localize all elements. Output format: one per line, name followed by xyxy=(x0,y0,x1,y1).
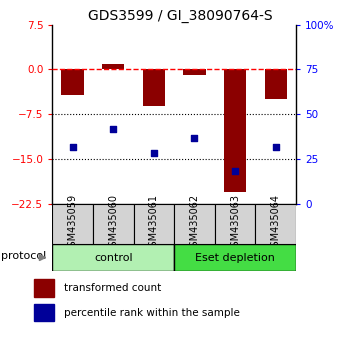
Bar xyxy=(215,204,256,244)
Point xyxy=(151,150,157,156)
Bar xyxy=(183,69,206,75)
Point xyxy=(70,144,75,150)
Text: GSM435063: GSM435063 xyxy=(230,194,240,253)
Point xyxy=(273,144,279,150)
Text: GSM435061: GSM435061 xyxy=(149,194,159,253)
Bar xyxy=(134,204,174,244)
Text: GSM435062: GSM435062 xyxy=(190,194,200,253)
Bar xyxy=(224,69,246,192)
Text: GSM435059: GSM435059 xyxy=(68,194,78,253)
Bar xyxy=(61,69,84,95)
Bar xyxy=(34,304,54,321)
Bar xyxy=(52,204,93,244)
Bar xyxy=(52,244,174,271)
Text: GSM435064: GSM435064 xyxy=(271,194,281,253)
Text: GDS3599 / GI_38090764-S: GDS3599 / GI_38090764-S xyxy=(88,9,273,23)
Point xyxy=(232,168,238,173)
Bar xyxy=(174,244,296,271)
Bar xyxy=(93,204,134,244)
Bar xyxy=(256,204,296,244)
Text: transformed count: transformed count xyxy=(64,283,161,293)
Bar xyxy=(143,69,165,107)
Text: percentile rank within the sample: percentile rank within the sample xyxy=(64,308,240,318)
Point xyxy=(110,126,116,132)
Bar xyxy=(102,63,125,69)
Text: GSM435060: GSM435060 xyxy=(108,194,118,253)
Text: Eset depletion: Eset depletion xyxy=(195,252,275,263)
Text: control: control xyxy=(94,252,132,263)
Bar xyxy=(174,204,215,244)
Bar xyxy=(265,69,287,99)
Point xyxy=(192,135,197,141)
Text: protocol: protocol xyxy=(1,251,46,261)
Bar xyxy=(34,279,54,297)
